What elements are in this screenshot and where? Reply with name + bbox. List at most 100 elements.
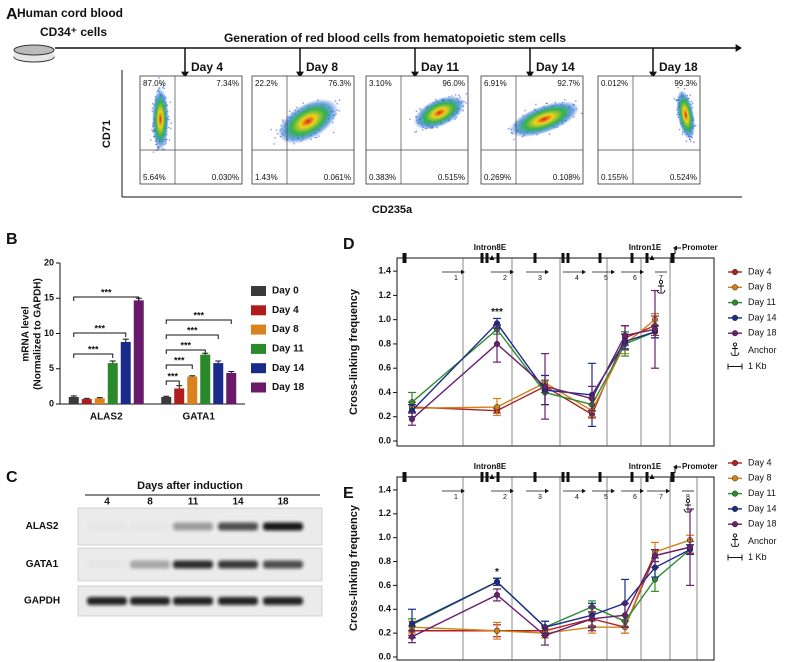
legend-label: Day 4 (748, 457, 772, 467)
flow-dot (414, 131, 416, 133)
fragment-arrow (545, 488, 549, 494)
anchor-icon (732, 533, 738, 538)
series-line (411, 319, 656, 412)
site-marker (489, 255, 495, 260)
fragment-arrow (611, 269, 615, 275)
y-axis-label: (Normalized to GAPDH) (33, 278, 44, 390)
blot-band (218, 522, 258, 531)
quadrant-percent: 92.7% (557, 79, 580, 88)
flow-dot (693, 141, 695, 143)
quadrant-percent: 22.2% (255, 79, 278, 88)
legend-label: Day 18 (272, 382, 305, 393)
flow-dot (163, 87, 165, 90)
fragment-arrow (582, 269, 586, 275)
legend-label: Day 8 (748, 473, 772, 483)
flow-dot (276, 133, 279, 135)
flow-dot (332, 131, 335, 134)
flow-dot (302, 102, 305, 104)
y-tick-label: 5 (49, 363, 54, 373)
flow-dot (564, 99, 566, 101)
exon (598, 253, 602, 263)
site-marker (649, 255, 655, 260)
source-label: Human cord blood (17, 6, 123, 20)
flow-dot (673, 98, 676, 100)
flow-dot (168, 118, 170, 121)
panel-label: B (6, 231, 18, 248)
flow-dot (270, 128, 273, 131)
fragment-arrow (510, 269, 514, 275)
exon (630, 472, 634, 482)
flow-density (278, 98, 339, 144)
blot-band (218, 560, 258, 569)
blot-band (130, 560, 170, 569)
y-tick-label: 1.0 (378, 532, 391, 542)
anchor-icon (730, 346, 740, 357)
legend-label: Day 8 (272, 324, 299, 335)
significance-bracket (165, 364, 193, 369)
legend-label: Day 14 (748, 312, 777, 322)
fragment-arrow (640, 269, 644, 275)
panel-label: E (343, 485, 354, 502)
flow-dot (288, 110, 291, 112)
lane-label: 4 (104, 497, 110, 508)
anchor-icon (730, 537, 740, 548)
flow-dot (161, 86, 164, 89)
y-axis-label: mRNA level (21, 306, 32, 361)
y-tick-label: 0.6 (378, 580, 391, 590)
point (588, 395, 596, 402)
series-line (411, 325, 656, 416)
flow-dot (150, 139, 152, 141)
significance-label: *** (94, 323, 105, 333)
blot-title: Days after induction (137, 480, 243, 492)
panel-label: C (6, 469, 18, 486)
flow-dot (690, 100, 693, 103)
series-line (411, 328, 656, 420)
legend-swatch (251, 343, 266, 354)
legend-label: Day 8 (748, 282, 772, 292)
promoter-arrow (673, 464, 677, 470)
scale-bar (727, 363, 743, 370)
lane-label: 18 (277, 497, 289, 508)
point (493, 591, 501, 598)
fragment-label: 5 (604, 275, 608, 282)
flow-dot (548, 133, 551, 135)
exon (645, 253, 649, 263)
flow-dot (689, 94, 691, 96)
plot-frame (396, 476, 715, 661)
flow-dot (575, 100, 577, 102)
point (408, 633, 416, 640)
exon (485, 253, 489, 263)
flow-dot (316, 136, 318, 139)
lane-label: 11 (188, 497, 199, 508)
row-label: ALAS2 (26, 521, 59, 532)
flow-dot (169, 127, 172, 130)
point (408, 620, 416, 627)
series-line (411, 546, 691, 638)
flow-dot (318, 135, 320, 137)
legend-swatch (251, 382, 266, 393)
exon (402, 472, 407, 482)
legend-marker (731, 459, 739, 467)
region-label: Promoter (682, 243, 718, 252)
day-label: Day 18 (659, 60, 698, 74)
flow-dot (415, 130, 418, 133)
day-label: Day 8 (306, 60, 338, 74)
significance-label: *** (187, 325, 198, 335)
panel-title: Generation of red blood cells from hemat… (224, 31, 566, 45)
anchor-icon (732, 342, 738, 347)
quadrant-percent: 87.0% (143, 79, 166, 88)
legend-label: Day 14 (748, 503, 777, 513)
scale-bar (727, 554, 743, 561)
fragment-arrow (510, 488, 514, 494)
exon (496, 253, 500, 263)
exon (630, 253, 634, 263)
bar (213, 363, 224, 404)
significance-bracket (73, 353, 114, 358)
flow-dot (691, 102, 694, 104)
quadrant-percent: 0.524% (670, 173, 697, 182)
blot-band (87, 597, 127, 605)
flow-dot (336, 102, 339, 105)
lane-label: 8 (147, 497, 153, 508)
y-tick-label: 1.4 (378, 266, 391, 276)
